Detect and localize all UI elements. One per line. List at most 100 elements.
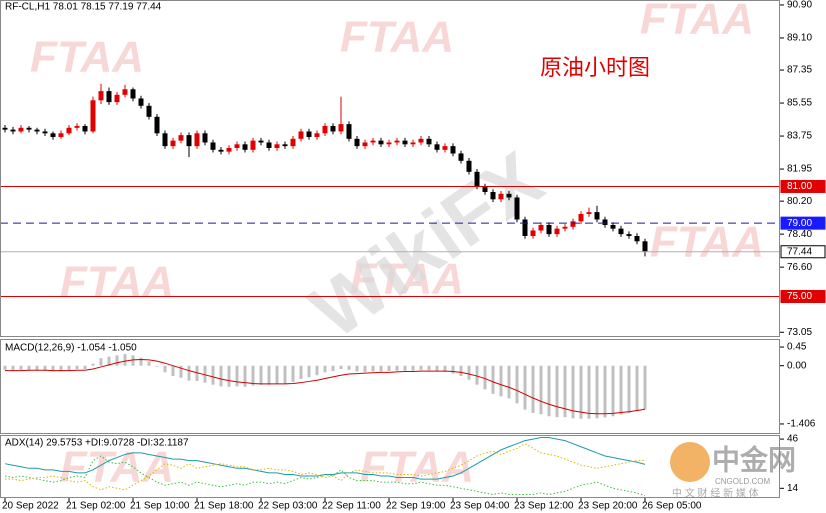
macd-bar (587, 365, 591, 419)
macd-bar (579, 365, 583, 419)
macd-bar (219, 365, 223, 387)
adx-line (4, 455, 646, 497)
x-tick-label: 23 Sep 04:00 (450, 501, 510, 512)
macd-bar (347, 365, 351, 370)
candle-body (298, 131, 304, 139)
macd-bar (403, 365, 407, 371)
macd-bar (275, 365, 279, 384)
macd-bar (491, 365, 495, 394)
macd-bar (283, 365, 287, 384)
watermark-ftaa: FTAA (30, 33, 144, 82)
candle-body (314, 133, 320, 137)
macd-bar (547, 365, 551, 417)
candle-body (530, 230, 536, 236)
logo-circle (670, 442, 710, 482)
x-tick-label: 23 Sep 12:00 (514, 501, 574, 512)
macd-bar (99, 358, 103, 366)
candle-body (410, 142, 416, 145)
candle-body (162, 133, 168, 147)
y-tick-label: 81.95 (787, 164, 812, 175)
macd-bar (555, 365, 559, 418)
adx-line (5, 443, 646, 491)
candle-body (490, 191, 496, 200)
macd-bar (131, 355, 135, 366)
macd-bar (339, 365, 343, 370)
macd-bar (323, 365, 327, 373)
signal-line (5, 358, 646, 415)
macd-bar (523, 365, 527, 410)
logo-name: 中金网 (712, 443, 796, 475)
adx-title: ADX(14) 29.5753 +DI:9.0728 -DI:32.1187 (5, 438, 189, 449)
level-label: 77.44 (787, 246, 812, 257)
x-tick-label: 22 Sep 03:00 (258, 501, 318, 512)
macd-bar (147, 361, 151, 366)
level-label-box (780, 179, 826, 193)
macd-plot (3, 354, 647, 419)
macd-bar (363, 365, 367, 372)
logo-url: CNGOLD.COM (715, 477, 770, 486)
watermark-ftaa: FTAA (360, 443, 474, 492)
watermark-ftaa: FTAA (640, 0, 754, 44)
macd-bar (307, 365, 311, 378)
macd-bar (355, 365, 359, 372)
candle-body (74, 125, 80, 128)
candle-body (554, 228, 560, 235)
candle-body (482, 186, 488, 192)
candle-body (378, 140, 384, 145)
y-tick-label: -1.406 (787, 419, 816, 430)
macd-bar (603, 365, 607, 418)
macd-bar (611, 365, 615, 417)
macd-bar (227, 365, 231, 387)
macd-bar (467, 365, 471, 380)
candle-body (626, 234, 632, 236)
candle-body (362, 142, 368, 147)
candle-body (98, 91, 104, 101)
candle-body (522, 219, 528, 236)
macd-bar (643, 365, 647, 410)
candle-body (578, 213, 584, 222)
macd-bar (371, 365, 375, 372)
candle-body (258, 140, 264, 143)
macd-bar (83, 365, 87, 370)
main-pane-frame (0, 0, 780, 337)
candle-body (154, 116, 160, 134)
candle-body (322, 125, 328, 134)
candle-body (642, 241, 648, 252)
macd-bar (91, 363, 95, 366)
macd-bar (635, 365, 639, 412)
macd-bar (387, 365, 391, 372)
y-tick-label: 78.40 (787, 229, 812, 240)
macd-bar (459, 365, 463, 377)
candle-body (386, 142, 392, 145)
y-tick-label: 85.55 (787, 98, 812, 109)
macd-bar (411, 365, 415, 371)
macd-bar (315, 365, 319, 376)
macd-bar (19, 365, 23, 370)
annotation: 原油小时图 (540, 55, 650, 80)
candle-body (370, 140, 376, 143)
y-tick-label: 89.10 (787, 33, 812, 44)
macd-bar (379, 365, 383, 372)
macd-bar (499, 365, 503, 397)
macd-bar (531, 365, 535, 413)
macd-pane-frame (0, 339, 780, 434)
chart-title: RF-CL,H1 78.01 78.15 77.19 77.44 (5, 2, 162, 13)
logo-slogan: 中 文 财 经 新 媒 体 (672, 487, 759, 500)
watermark-ftaa: FTAA (340, 13, 454, 62)
candle-body (2, 127, 8, 130)
y-tick-label: 46 (787, 434, 799, 445)
adx-plot (4, 437, 646, 497)
macd-bar (563, 365, 567, 418)
x-tick-label: 22 Sep 19:00 (386, 501, 446, 512)
macd-bar (163, 365, 167, 373)
candle-body (242, 144, 248, 150)
candles (2, 83, 648, 257)
macd-bar (107, 356, 111, 366)
macd-bar (123, 354, 127, 366)
candle-body (130, 89, 136, 99)
macd-bar (155, 365, 159, 367)
candle-body (586, 212, 592, 214)
candle-body (418, 138, 424, 143)
